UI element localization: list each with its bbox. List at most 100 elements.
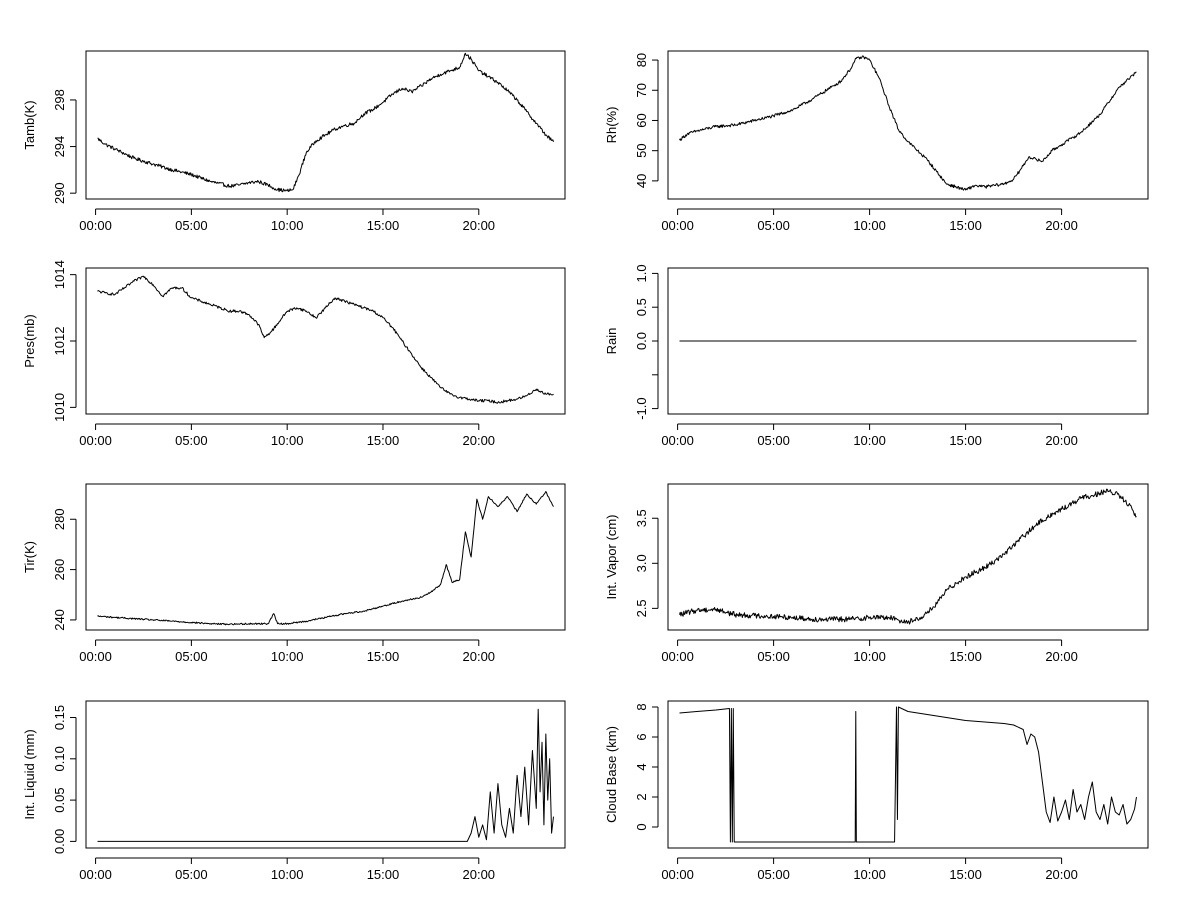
x-tick-label: 10:00 bbox=[853, 867, 886, 882]
x-tick-label: 05:00 bbox=[175, 649, 208, 664]
x-tick-label: 15:00 bbox=[367, 433, 400, 448]
x-tick-label: 00:00 bbox=[79, 218, 112, 233]
y-tick-label: 0 bbox=[634, 823, 649, 830]
y-tick-label: 80 bbox=[634, 53, 649, 67]
series-line-cloud bbox=[679, 706, 1137, 843]
x-tick-label: 15:00 bbox=[949, 649, 982, 664]
x-tick-label: 00:00 bbox=[661, 433, 694, 448]
x-tick-label: 00:00 bbox=[79, 867, 112, 882]
x-tick-label: 20:00 bbox=[1045, 218, 1078, 233]
plot-frame-tamb bbox=[85, 50, 566, 200]
panel-tir: 00:00 05:00 10:00 15:00 20:00 240 260 280 Tir(K) bbox=[22, 483, 566, 664]
x-tick-label: 20:00 bbox=[1045, 867, 1078, 882]
y-axis-label-vapor: Int. Vapor (cm) bbox=[604, 514, 619, 599]
y-tick-label: 8 bbox=[634, 703, 649, 710]
y-tick-label: 260 bbox=[52, 559, 67, 581]
y-axis-label-liquid: Int. Liquid (mm) bbox=[22, 729, 37, 819]
y-tick-label: 0.05 bbox=[52, 787, 67, 812]
series-line-liquid bbox=[97, 708, 554, 842]
x-tick-label: 20:00 bbox=[463, 218, 496, 233]
x-tick-label: 15:00 bbox=[367, 218, 400, 233]
x-tick-label: 20:00 bbox=[1045, 433, 1078, 448]
x-tick-label: 05:00 bbox=[757, 649, 790, 664]
x-tick-label: 00:00 bbox=[661, 218, 694, 233]
y-tick-label: 290 bbox=[52, 182, 67, 204]
x-tick-label: 10:00 bbox=[271, 867, 304, 882]
panel-pres: 00:00 05:00 10:00 15:00 20:00 1010 1012 1014 Pre… bbox=[22, 260, 566, 448]
series-line-vapor bbox=[679, 488, 1137, 625]
panel-liquid: 00:00 05:00 10:00 15:00 20:00 0.00 0.05 0.10 0.1… bbox=[22, 700, 566, 882]
y-tick-label: 0.10 bbox=[52, 746, 67, 771]
x-tick-label: 00:00 bbox=[661, 867, 694, 882]
y-tick-label: 0.5 bbox=[634, 298, 649, 316]
x-tick-label: 05:00 bbox=[757, 218, 790, 233]
series-line-pres bbox=[97, 275, 554, 404]
y-tick-label: 1014 bbox=[52, 260, 67, 289]
x-tick-label: 20:00 bbox=[463, 649, 496, 664]
y-axis-label-pres: Pres(mb) bbox=[22, 314, 37, 367]
y-axis-label-rain: Rain bbox=[604, 328, 619, 355]
x-tick-label: 10:00 bbox=[271, 218, 304, 233]
y-tick-label: 60 bbox=[634, 113, 649, 127]
x-tick-label: 05:00 bbox=[175, 867, 208, 882]
y-tick-label: 3.0 bbox=[634, 554, 649, 572]
y-tick-label: 2 bbox=[634, 793, 649, 800]
plot-frame-vapor bbox=[667, 483, 1149, 631]
y-tick-label: 0.0 bbox=[634, 332, 649, 350]
y-tick-label: 298 bbox=[52, 89, 67, 111]
y-tick-label: 70 bbox=[634, 83, 649, 97]
x-tick-label: 10:00 bbox=[271, 433, 304, 448]
y-tick-label: -1.0 bbox=[634, 397, 649, 419]
x-tick-label: 15:00 bbox=[367, 867, 400, 882]
y-axis-label-rh: Rh(%) bbox=[604, 107, 619, 144]
x-tick-label: 05:00 bbox=[175, 218, 208, 233]
x-tick-label: 00:00 bbox=[79, 649, 112, 664]
plot-frame-rh bbox=[667, 50, 1149, 200]
y-tick-label: 1.0 bbox=[634, 264, 649, 282]
y-tick-label: 3.5 bbox=[634, 509, 649, 527]
y-tick-label: 280 bbox=[52, 508, 67, 530]
panel-rh: 00:00 05:00 10:00 15:00 20:00 40 50 60 70 80 Rh(%) bbox=[604, 50, 1149, 233]
y-tick-label: 1010 bbox=[52, 393, 67, 422]
x-tick-label: 00:00 bbox=[661, 649, 694, 664]
x-tick-label: 15:00 bbox=[949, 218, 982, 233]
panels: 00:00 05:00 10:00 15:00 20:00 290 294 298 Tamb(K… bbox=[22, 50, 1149, 882]
x-tick-label: 00:00 bbox=[79, 433, 112, 448]
series-line-tamb bbox=[97, 52, 554, 193]
y-axis-label-cloud: Cloud Base (km) bbox=[604, 726, 619, 823]
panel-tamb: 00:00 05:00 10:00 15:00 20:00 290 294 298 Tamb(K… bbox=[22, 50, 566, 233]
y-tick-label: 1012 bbox=[52, 327, 67, 356]
y-tick-label: 40 bbox=[634, 174, 649, 188]
plot-frame-rain bbox=[667, 267, 1149, 415]
y-tick-label: 240 bbox=[52, 609, 67, 631]
x-tick-label: 15:00 bbox=[367, 649, 400, 664]
plot-frame-liquid bbox=[85, 700, 566, 849]
panel-cloud: 00:00 05:00 10:00 15:00 20:00 0 2 4 6 8 Cloud Base… bbox=[604, 700, 1149, 882]
y-tick-label: 294 bbox=[52, 136, 67, 158]
y-tick-label: 2.5 bbox=[634, 599, 649, 617]
y-tick-label: 6 bbox=[634, 733, 649, 740]
plot-frame-cloud bbox=[667, 700, 1149, 849]
series-line-tir bbox=[97, 491, 554, 626]
x-tick-label: 10:00 bbox=[271, 649, 304, 664]
series-line-rh bbox=[679, 55, 1137, 191]
x-tick-label: 10:00 bbox=[853, 433, 886, 448]
panel-vapor: 00:00 05:00 10:00 15:00 20:00 2.5 3.0 3.5 Int. V… bbox=[604, 483, 1149, 664]
x-tick-label: 05:00 bbox=[757, 433, 790, 448]
plot-frame-tir bbox=[85, 483, 566, 631]
plot-frame-pres bbox=[85, 267, 566, 415]
x-tick-label: 20:00 bbox=[1045, 649, 1078, 664]
x-tick-label: 20:00 bbox=[463, 433, 496, 448]
x-tick-label: 05:00 bbox=[175, 433, 208, 448]
y-tick-label: 50 bbox=[634, 143, 649, 157]
y-tick-label: 0.15 bbox=[52, 705, 67, 730]
x-tick-label: 15:00 bbox=[949, 867, 982, 882]
x-tick-label: 10:00 bbox=[853, 649, 886, 664]
x-tick-label: 10:00 bbox=[853, 218, 886, 233]
x-tick-label: 15:00 bbox=[949, 433, 982, 448]
y-tick-label: 0.00 bbox=[52, 829, 67, 854]
y-axis-label-tir: Tir(K) bbox=[22, 541, 37, 573]
y-tick-label: 4 bbox=[634, 763, 649, 770]
